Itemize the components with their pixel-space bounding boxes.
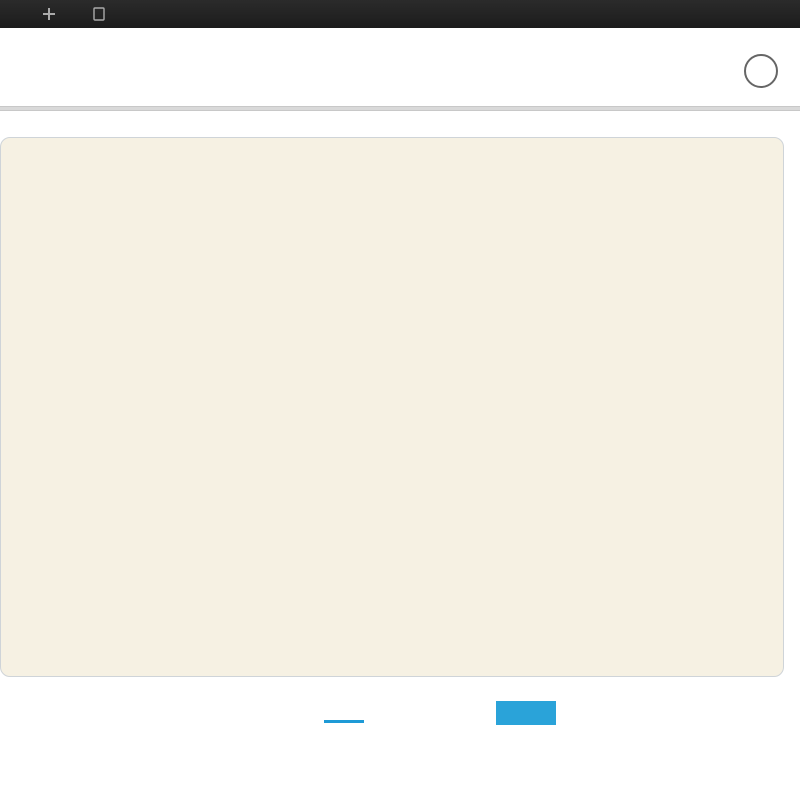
pager-page-2[interactable]	[324, 704, 364, 723]
next-button[interactable]	[496, 701, 556, 725]
document-icon	[92, 7, 106, 21]
page-body	[0, 28, 800, 800]
pager-page-4[interactable]	[424, 705, 464, 721]
translation-diagram	[1, 138, 783, 676]
tab-english[interactable]	[6, 12, 18, 16]
header-divider	[0, 106, 800, 111]
back-button[interactable]	[744, 54, 778, 88]
pagination	[0, 701, 800, 725]
page-header	[0, 28, 800, 106]
tab-tutoring[interactable]	[176, 12, 188, 16]
diagram-card	[0, 137, 784, 677]
pager-page-1[interactable]	[274, 705, 314, 721]
tab-biology[interactable]	[86, 5, 118, 23]
plus-icon	[42, 7, 56, 21]
tab-math[interactable]	[36, 5, 68, 23]
browser-tabbar	[0, 0, 800, 28]
pager-prev[interactable]	[244, 707, 264, 719]
pager-page-3[interactable]	[374, 705, 414, 721]
